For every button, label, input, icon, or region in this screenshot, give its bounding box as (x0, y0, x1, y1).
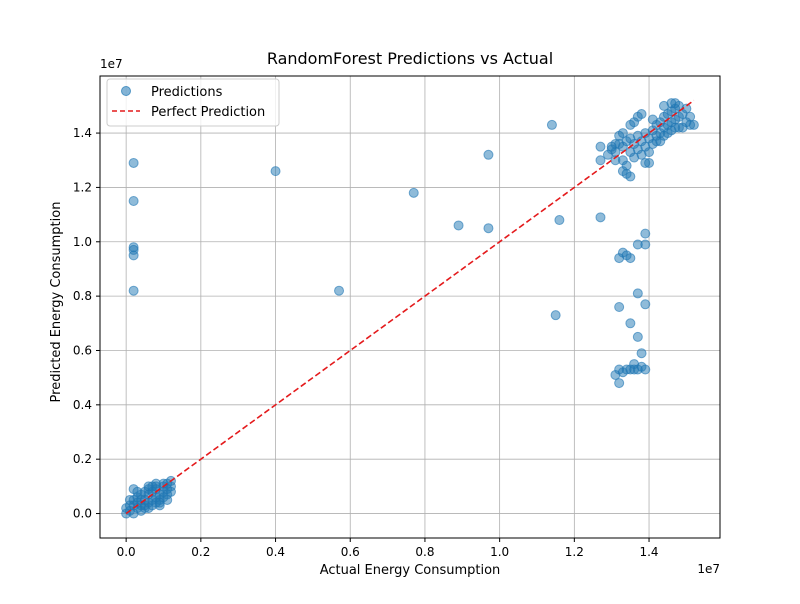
prediction-point (647, 114, 658, 125)
x-tick-label: 0.0 (117, 545, 136, 559)
prediction-point (625, 171, 636, 182)
y-tick-label: 1.0 (73, 235, 92, 249)
prediction-point (636, 109, 647, 120)
prediction-point (658, 100, 669, 111)
x-tick-label: 1.0 (490, 545, 509, 559)
prediction-point (162, 494, 173, 505)
prediction-point (636, 348, 647, 359)
perfect-prediction-segment (125, 99, 695, 515)
prediction-point (625, 318, 636, 329)
prediction-point (483, 223, 494, 234)
prediction-point (614, 253, 625, 264)
chart-title: RandomForest Predictions vs Actual (267, 49, 553, 68)
y-axis-scale-label: 1e7 (100, 57, 123, 71)
legend-predictions-label: Predictions (151, 85, 223, 100)
x-tick-label: 0.4 (266, 545, 285, 559)
y-axis-label: Predicted Energy Consumption (49, 202, 64, 403)
prediction-point (595, 155, 606, 166)
x-tick-label: 1.4 (639, 545, 658, 559)
legend-predictions-marker (121, 86, 131, 96)
prediction-point (644, 157, 655, 168)
prediction-point (595, 212, 606, 223)
prediction-point (685, 111, 696, 122)
prediction-point (632, 331, 643, 342)
prediction-point (151, 478, 162, 489)
prediction-point (128, 250, 139, 261)
x-tick-label: 1.2 (565, 545, 584, 559)
prediction-point (128, 285, 139, 296)
x-axis-label: Actual Energy Consumption (320, 563, 501, 578)
prediction-point (629, 117, 640, 128)
y-tick-label: 1.4 (73, 126, 92, 140)
prediction-point (550, 310, 561, 321)
x-tick-label: 0.6 (341, 545, 360, 559)
prediction-point (270, 166, 281, 177)
prediction-point (632, 239, 643, 250)
prediction-point (453, 220, 464, 231)
prediction-point (546, 119, 557, 130)
x-tick-label: 0.2 (191, 545, 210, 559)
prediction-point (154, 500, 165, 511)
prediction-point (408, 187, 419, 198)
x-axis-scale-label: 1e7 (697, 562, 720, 576)
prediction-point (644, 147, 655, 158)
legend-perfect-label: Perfect Prediction (151, 105, 265, 120)
prediction-point (124, 494, 135, 505)
prediction-point (621, 364, 632, 375)
legend-box (106, 78, 280, 127)
y-tick-label: 0.2 (73, 452, 92, 466)
y-tick-label: 0.8 (73, 289, 92, 303)
prediction-points (121, 98, 699, 519)
prediction-point (483, 149, 494, 160)
prediction-point (128, 157, 139, 168)
grid-lines (100, 76, 720, 538)
prediction-point (640, 364, 651, 375)
prediction-point (334, 285, 345, 296)
axis-ticks: 0.0 0.2 0.4 0.6 0.8 1.0 1.2 1.4 0.0 0.2 0.4 0.6 0.8 1… (73, 126, 659, 559)
prediction-point (640, 299, 651, 310)
prediction-point (554, 215, 565, 226)
prediction-point (606, 141, 617, 152)
legend: Predictions Perfect Prediction (106, 78, 280, 127)
prediction-point (614, 378, 625, 389)
prediction-point (617, 128, 628, 139)
prediction-point (136, 505, 147, 516)
prediction-point (128, 196, 139, 207)
prediction-point (614, 302, 625, 312)
prediction-point (688, 119, 699, 130)
perfect-prediction-line (125, 99, 695, 515)
x-tick-label: 0.8 (415, 545, 434, 559)
y-tick-label: 1.2 (73, 180, 92, 194)
prediction-point (595, 141, 606, 152)
prediction-point (673, 122, 684, 133)
prediction-point (640, 228, 651, 239)
plot-frame (99, 75, 721, 539)
y-tick-label: 0.6 (73, 343, 92, 357)
prediction-point (625, 253, 636, 264)
y-tick-label: 0.0 (73, 507, 92, 521)
prediction-point (165, 486, 176, 497)
prediction-point (632, 288, 643, 299)
y-tick-label: 0.4 (73, 398, 92, 412)
prediction-point (670, 98, 681, 109)
